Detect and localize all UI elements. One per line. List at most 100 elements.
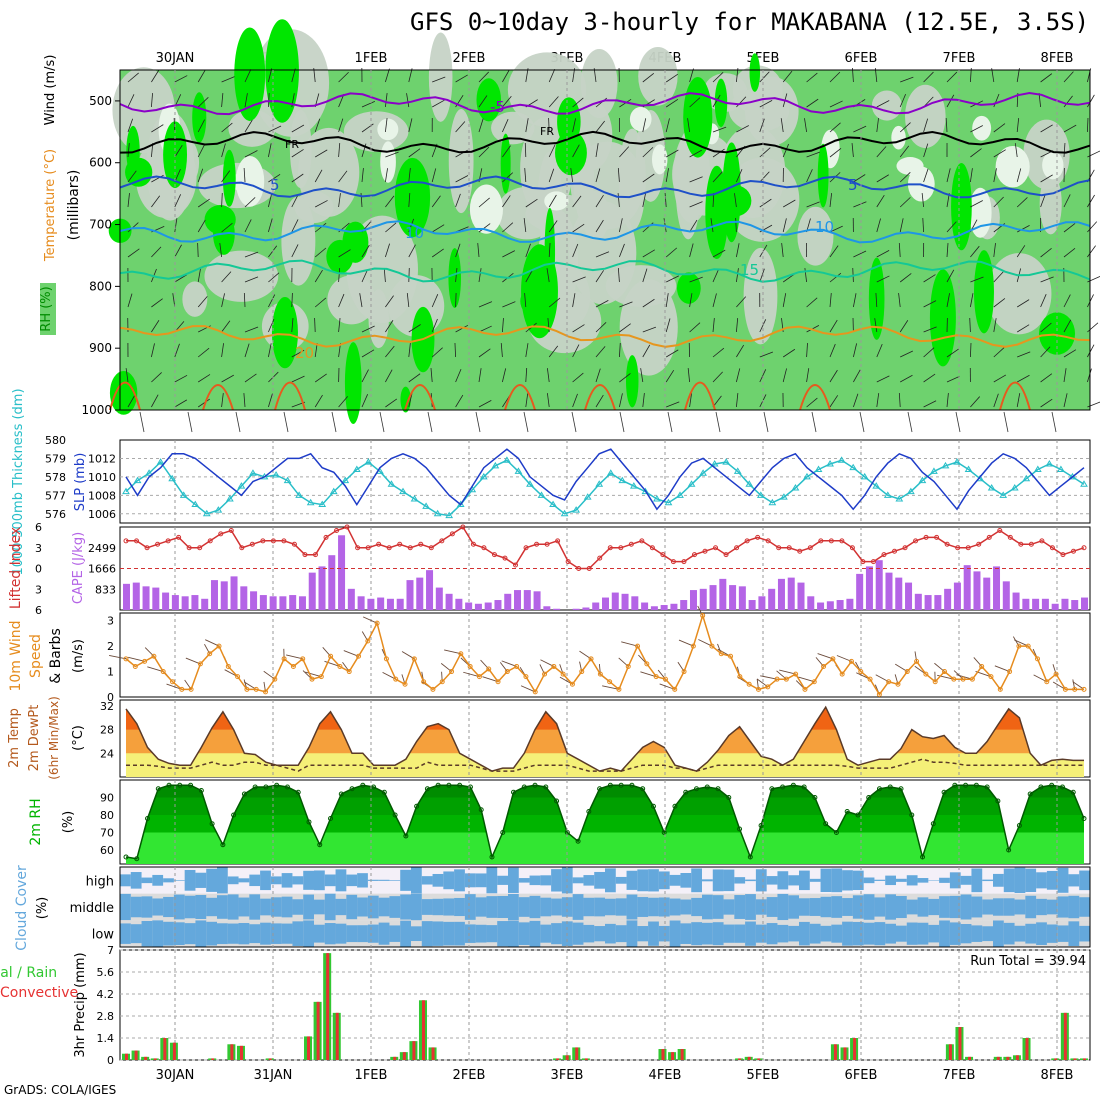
cloud-cell xyxy=(723,899,735,915)
cloud-cell xyxy=(411,893,423,921)
cloud-cell xyxy=(378,879,390,881)
surface-wind-barb xyxy=(571,411,577,433)
wind-barb xyxy=(408,118,413,133)
precip-tick-label: 0 xyxy=(107,1054,114,1067)
rh2m-series-point xyxy=(166,782,172,788)
wind-speed-series xyxy=(125,612,1084,696)
cape-bar xyxy=(328,555,336,610)
wind-barb xyxy=(736,344,745,358)
cloud-cell xyxy=(497,895,509,919)
wind-barb xyxy=(432,99,445,108)
cloud-cell xyxy=(648,897,660,917)
wind-speed-series-point xyxy=(709,643,715,649)
thickness-series-point xyxy=(514,467,523,474)
cloud-cell xyxy=(303,920,315,947)
cloud-cell xyxy=(421,876,434,885)
wind-barb xyxy=(548,117,550,133)
rh-legend-swatch xyxy=(40,283,56,335)
rh2m-series-point xyxy=(1016,823,1022,828)
cloud-cell xyxy=(184,869,196,891)
rh-dry-region xyxy=(228,109,276,147)
precip-convective-bar xyxy=(833,1044,837,1060)
wind-barb xyxy=(314,247,327,258)
wind-barb xyxy=(525,243,531,258)
cloud-cell xyxy=(993,898,1005,916)
wind-barb-10m xyxy=(621,641,638,647)
wind-barb xyxy=(1040,124,1053,133)
cloud-cell xyxy=(508,867,520,893)
wind-barb xyxy=(221,143,226,158)
wind-barb xyxy=(1063,95,1073,108)
thickness-series-point xyxy=(133,476,142,484)
cloud-cell xyxy=(1036,898,1048,916)
lifted-index-series-point xyxy=(123,538,129,544)
cape-bar xyxy=(875,560,883,610)
rh-very-dry-region xyxy=(972,115,992,141)
cape-bar xyxy=(553,608,561,610)
wind-barb xyxy=(782,368,787,383)
wind-barb xyxy=(970,125,983,133)
cloud-cell xyxy=(852,921,865,946)
wind-barb xyxy=(1063,223,1076,233)
thickness-series-point xyxy=(964,465,973,473)
cloud-cell xyxy=(755,869,768,892)
surface-wind-barb xyxy=(1003,411,1009,433)
rh-moist-region xyxy=(520,285,552,317)
cloud-cell xyxy=(324,893,337,921)
cloud-cell xyxy=(788,875,800,886)
wind-barb xyxy=(759,198,772,208)
wind-barb xyxy=(829,148,842,158)
wind-speed-series-point xyxy=(793,671,799,677)
wind-barb xyxy=(385,93,388,108)
wind-speed-series-point xyxy=(811,679,817,685)
rh2m-series-point xyxy=(769,786,775,792)
surface-wind-barb xyxy=(1051,411,1057,433)
wind-barb xyxy=(478,325,492,333)
wind-barb xyxy=(876,375,890,383)
wind-barb xyxy=(806,343,808,358)
cloud-cell xyxy=(766,897,778,917)
thickness-series-point xyxy=(941,461,950,469)
thickness-series-point xyxy=(318,500,327,508)
precip-tick-label: 5.6 xyxy=(97,966,115,979)
pressure-tick-label: 1000 xyxy=(81,403,112,417)
thickness-series-point xyxy=(122,487,130,495)
lifted-index-series-point xyxy=(944,541,950,547)
wind-barb xyxy=(197,347,210,358)
t2m-series xyxy=(125,705,1084,772)
precip-convective-bar xyxy=(584,1058,588,1060)
wind-barb xyxy=(899,218,904,233)
rh-moist-region xyxy=(204,204,236,235)
rh-dry-region xyxy=(638,46,678,106)
li-tick-label: 6 xyxy=(35,604,42,617)
wind-speed-series-point xyxy=(597,671,603,677)
pressure-tick-label: 500 xyxy=(89,94,112,108)
li-tick-label: 3 xyxy=(35,583,42,596)
thickness-series-point xyxy=(283,476,292,484)
wind-barb xyxy=(1063,194,1071,208)
thickness-series-point xyxy=(606,469,615,476)
wind-barb xyxy=(853,174,866,183)
cape-bar xyxy=(318,566,326,610)
cloud-cell xyxy=(163,878,175,883)
wind-barb xyxy=(525,198,538,208)
rh-dry-region xyxy=(904,84,946,149)
lifted-index-series-point xyxy=(449,531,455,537)
wind-barb xyxy=(243,292,246,308)
cloud-cell xyxy=(518,922,531,945)
wind-barb xyxy=(993,271,1004,283)
cloud-row-label: high xyxy=(86,874,114,889)
rh2m-series-point xyxy=(381,789,387,795)
rh2m-tick-label: 80 xyxy=(100,809,114,822)
wind-speed-series-point xyxy=(1044,679,1050,685)
wind-speed-series-point xyxy=(941,669,947,675)
rh-dry-region xyxy=(871,90,902,121)
wind-speed-series-point xyxy=(746,681,752,687)
rh2m-tick-label: 90 xyxy=(100,792,114,805)
cape-bar xyxy=(777,578,785,610)
wind-barb xyxy=(502,69,510,83)
wind-barb xyxy=(1016,168,1022,183)
thickness-series-point xyxy=(895,495,904,502)
wind-barb xyxy=(1040,276,1054,283)
wind-barb xyxy=(619,146,630,158)
